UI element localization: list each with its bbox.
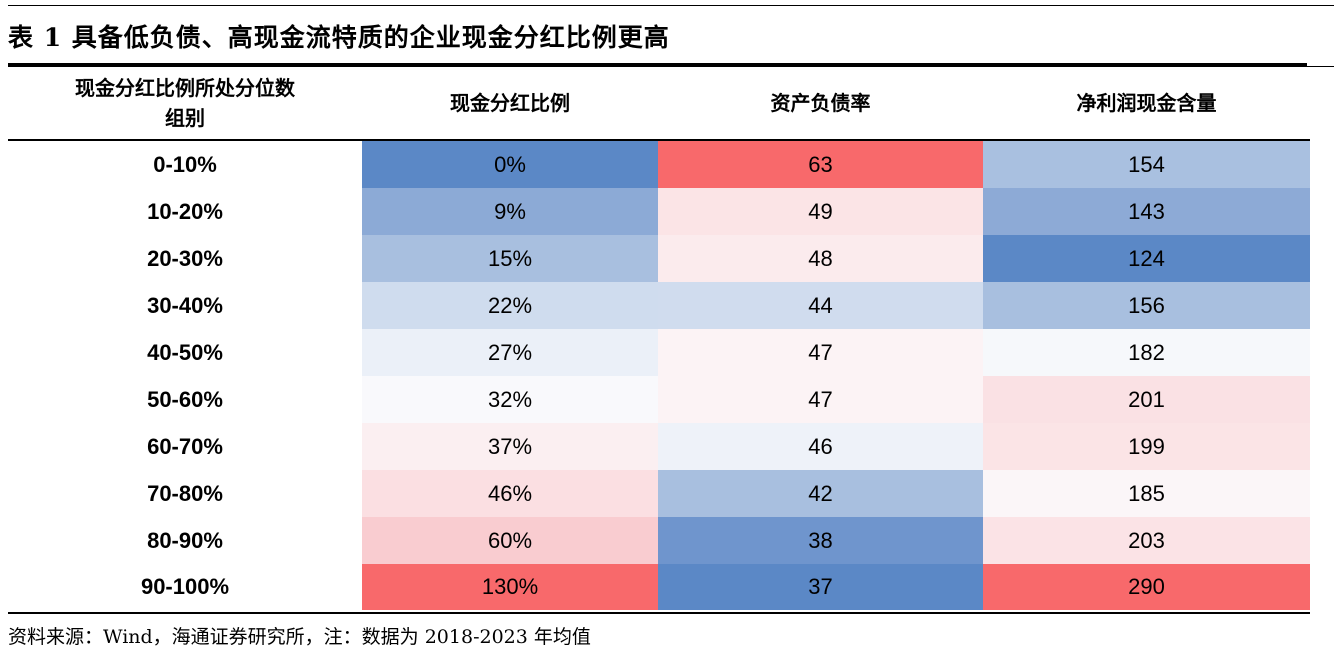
cash-cell: 182: [983, 329, 1310, 376]
header-group-line2: 组别: [165, 106, 205, 130]
debt-cell: 49: [658, 188, 983, 235]
top-border-line: [8, 5, 1334, 6]
dividend-cell: 60%: [362, 517, 658, 564]
table-title: 表 1 具备低负债、高现金流特质的企业现金分红比例更高: [8, 23, 670, 52]
debt-cell: 46: [658, 423, 983, 470]
dividend-cell: 9%: [362, 188, 658, 235]
header-group-line1: 现金分红比例所处分位数: [75, 76, 295, 100]
dividend-cell: 130%: [362, 564, 658, 610]
group-cell: 60-70%: [147, 433, 223, 459]
group-cell: 30-40%: [147, 292, 223, 318]
group-cell: 80-90%: [147, 527, 223, 553]
group-cell: 0-10%: [153, 151, 217, 177]
debt-cell: 47: [658, 376, 983, 423]
cash-cell: 201: [983, 376, 1310, 423]
debt-cell: 37: [658, 564, 983, 610]
group-cell: 20-30%: [147, 245, 223, 271]
cash-cell: 185: [983, 470, 1310, 517]
table-row: 20-30% 15% 48 124: [8, 235, 1310, 282]
table-row: 40-50% 27% 47 182: [8, 329, 1310, 376]
header-debt: 资产负债率: [658, 67, 983, 141]
cash-cell: 124: [983, 235, 1310, 282]
group-cell: 90-100%: [140, 574, 230, 599]
debt-cell: 42: [658, 470, 983, 517]
debt-cell: 38: [658, 517, 983, 564]
dividend-cell: 0%: [362, 140, 658, 188]
cash-cell: 156: [983, 282, 1310, 329]
debt-cell: 63: [658, 140, 983, 188]
table-row: 80-90% 60% 38 203: [8, 517, 1310, 564]
debt-cell: 44: [658, 282, 983, 329]
cash-cell: 203: [983, 517, 1310, 564]
cash-cell: 290: [983, 564, 1310, 610]
dividend-cell: 46%: [362, 470, 658, 517]
dividend-cell: 32%: [362, 376, 658, 423]
group-cell: 50-60%: [147, 386, 223, 412]
dividend-cell: 27%: [362, 329, 658, 376]
cash-cell: 199: [983, 423, 1310, 470]
cash-cell: 154: [983, 140, 1310, 188]
dividend-cell: 15%: [362, 235, 658, 282]
dividend-cell: 22%: [362, 282, 658, 329]
title-rule-extension: [1307, 66, 1334, 67]
header-row: 现金分红比例所处分位数 组别 现金分红比例 资产负债率 净利润现金含量: [8, 67, 1310, 141]
cash-cell: 143: [983, 188, 1310, 235]
header-group: 现金分红比例所处分位数 组别: [8, 67, 362, 141]
table-row: 70-80% 46% 42 185: [8, 470, 1310, 517]
table-row: 60-70% 37% 46 199: [8, 423, 1310, 470]
table-row: 90-100% 130% 37 290: [8, 564, 1310, 610]
bottom-rule: [8, 612, 1310, 614]
header-cash: 净利润现金含量: [983, 67, 1310, 141]
table-row: 10-20% 9% 49 143: [8, 188, 1310, 235]
group-cell: 70-80%: [147, 480, 223, 506]
debt-cell: 48: [658, 235, 983, 282]
table-row: 30-40% 22% 44 156: [8, 282, 1310, 329]
dividend-heatmap-table: 现金分红比例所处分位数 组别 现金分红比例 资产负债率 净利润现金含量 0-10…: [8, 67, 1310, 610]
title-rule: [8, 63, 1307, 67]
group-cell: 10-20%: [147, 198, 223, 224]
source-note: 资料来源：Wind，海通证券研究所，注：数据为 2018-2023 年均值: [8, 626, 591, 648]
header-dividend: 现金分红比例: [362, 67, 658, 141]
group-cell: 40-50%: [147, 339, 223, 365]
dividend-cell: 37%: [362, 423, 658, 470]
debt-cell: 47: [658, 329, 983, 376]
table-row: 0-10% 0% 63 154: [8, 140, 1310, 188]
table-row: 50-60% 32% 47 201: [8, 376, 1310, 423]
